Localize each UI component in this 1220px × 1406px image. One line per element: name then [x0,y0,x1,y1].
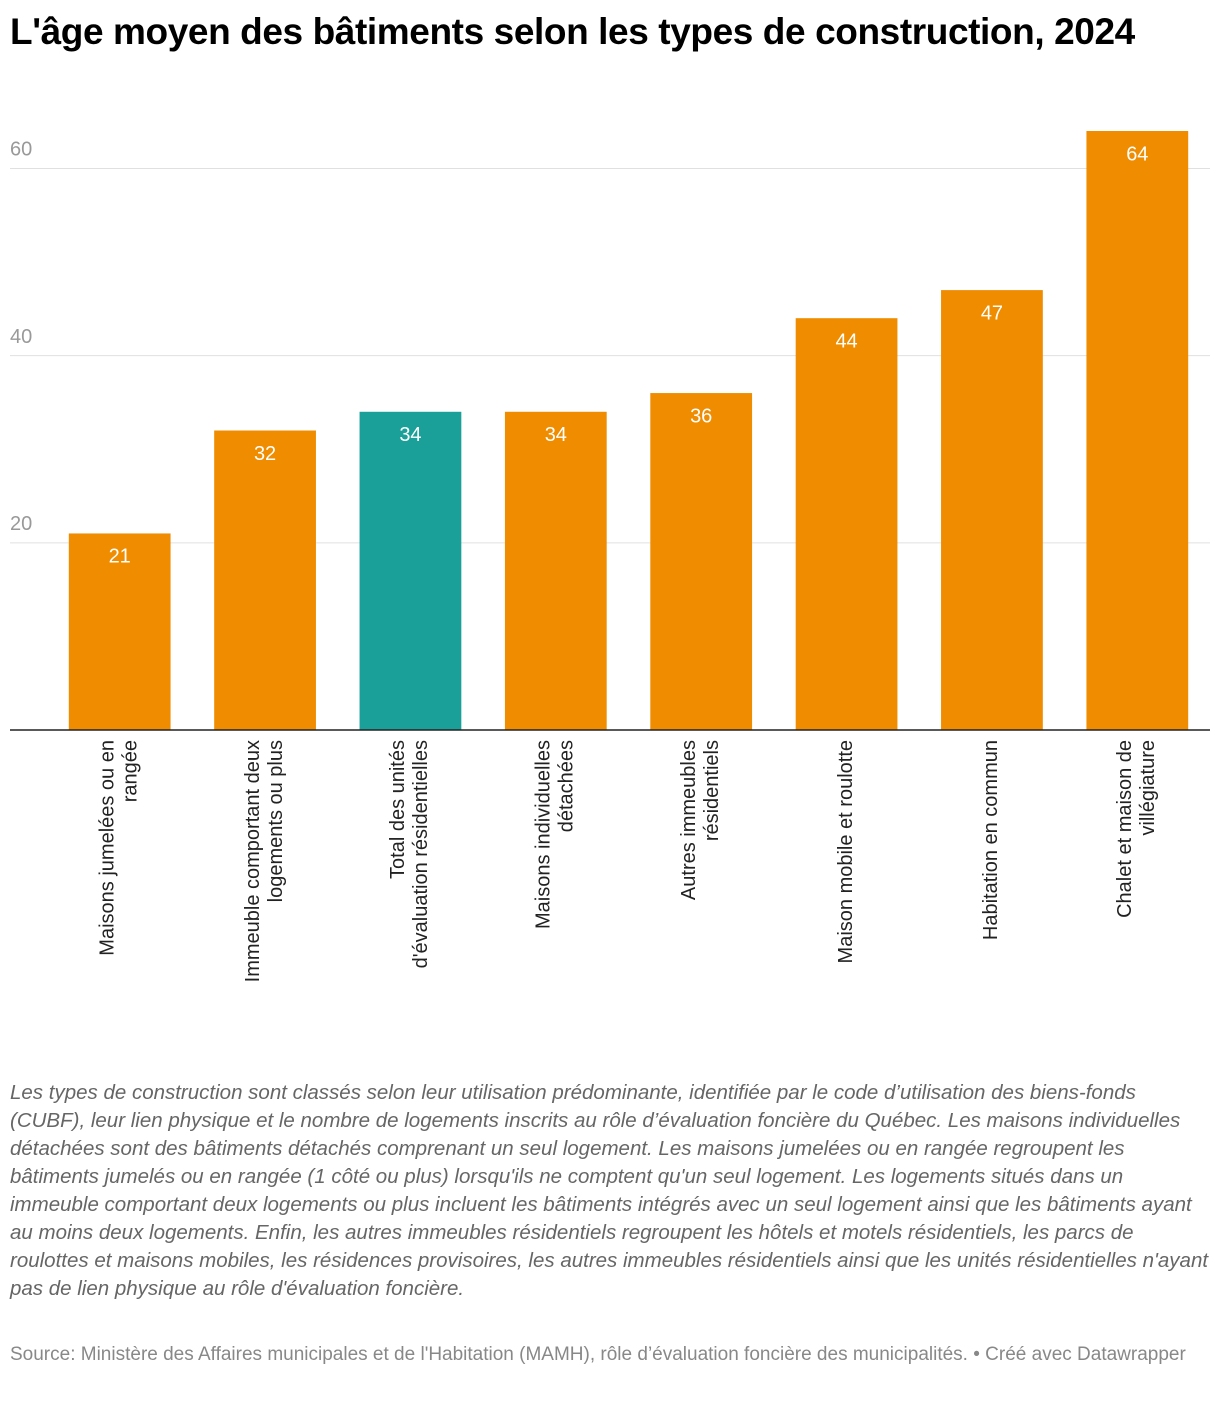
x-tick-label: Autres immeubles [678,740,700,900]
x-tick-label: résidentiels [701,740,723,841]
source: Source: Ministère des Affaires municipal… [10,1344,1186,1365]
x-tick-label: rangée [119,740,141,802]
bar [504,411,607,730]
x-tick-label: Habitation en commun [980,740,1002,940]
bar [941,290,1043,730]
bar [359,411,462,730]
x-tick-label: d'évaluation résidentielles [410,740,432,968]
x-tick-label: Maisons jumelées ou en [96,740,118,956]
x-tick-label: Maisons individuelles [533,740,555,929]
value-label: 44 [835,330,857,352]
bar [68,533,171,730]
y-tick-label: 40 [10,326,32,348]
x-tick-label: villégiature [1137,740,1159,836]
chart: 20 40 60 21 Maisons jumelées ou en rangée 32 Im… [10,131,1210,982]
bar [650,393,753,730]
bar [795,318,898,730]
y-tick-label: 60 [10,139,32,161]
value-label: 21 [109,546,131,568]
x-tick-label: Immeuble comportant deux [242,740,264,982]
chart-title: L'âge moyen des bâtiments selon les type… [10,11,1135,52]
x-tick-label: logements ou plus [265,740,287,902]
value-label: 34 [545,424,567,446]
bar [1086,131,1189,730]
value-label: 36 [690,405,712,427]
value-label: 47 [981,302,1003,324]
y-tick-label: 20 [10,513,32,535]
x-tick-label: Maison mobile et roulotte [835,740,857,963]
bar [214,430,316,730]
value-label: 64 [1126,143,1148,165]
value-label: 34 [399,424,421,446]
x-tick-label: détachées [556,740,578,832]
x-tick-label: Chalet et maison de [1114,740,1136,918]
notes: Les types de construction sont classés s… [10,1081,1209,1300]
value-label: 32 [254,443,276,465]
x-tick-label: Total des unités [387,740,409,879]
